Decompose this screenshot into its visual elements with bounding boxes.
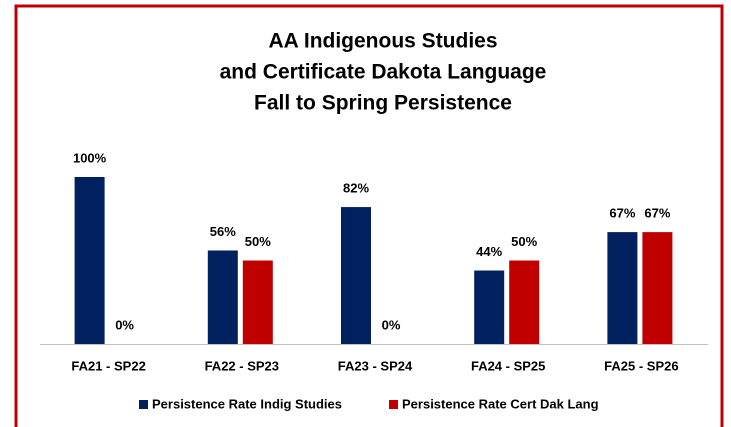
chart-title: and Certificate Dakota Language [220,61,547,84]
data-label: 67% [644,206,670,221]
x-tick-label: FA22 - SP23 [205,358,279,373]
legend-label: Persistence Rate Indig Studies [152,396,342,411]
bar [607,232,638,344]
x-tick-label: FA23 - SP24 [338,358,413,373]
bar [207,250,238,344]
bar [642,232,673,344]
legend-swatch [139,400,148,409]
data-label: 0% [115,317,134,332]
x-tick-label: FA24 - SP25 [471,358,545,373]
legend-label: Persistence Rate Cert Dak Lang [402,396,599,411]
data-label: 50% [245,234,271,249]
bar [242,260,273,344]
legend-swatch [389,400,398,409]
x-tick-label: FA21 - SP22 [71,358,145,373]
data-label: 82% [343,180,369,195]
chart-title: AA Indigenous Studies [268,30,497,53]
bar [74,177,105,344]
bar [341,207,371,344]
bar [509,260,540,344]
x-tick-label: FA25 - SP26 [604,358,678,373]
bar [474,270,505,344]
chart-title: Fall to Spring Persistence [254,92,512,115]
data-label: 100% [73,150,107,165]
data-label: 0% [382,317,401,332]
data-label: 56% [210,224,236,239]
data-label: 44% [476,244,502,259]
data-label: 50% [511,234,537,249]
data-label: 67% [609,206,635,221]
